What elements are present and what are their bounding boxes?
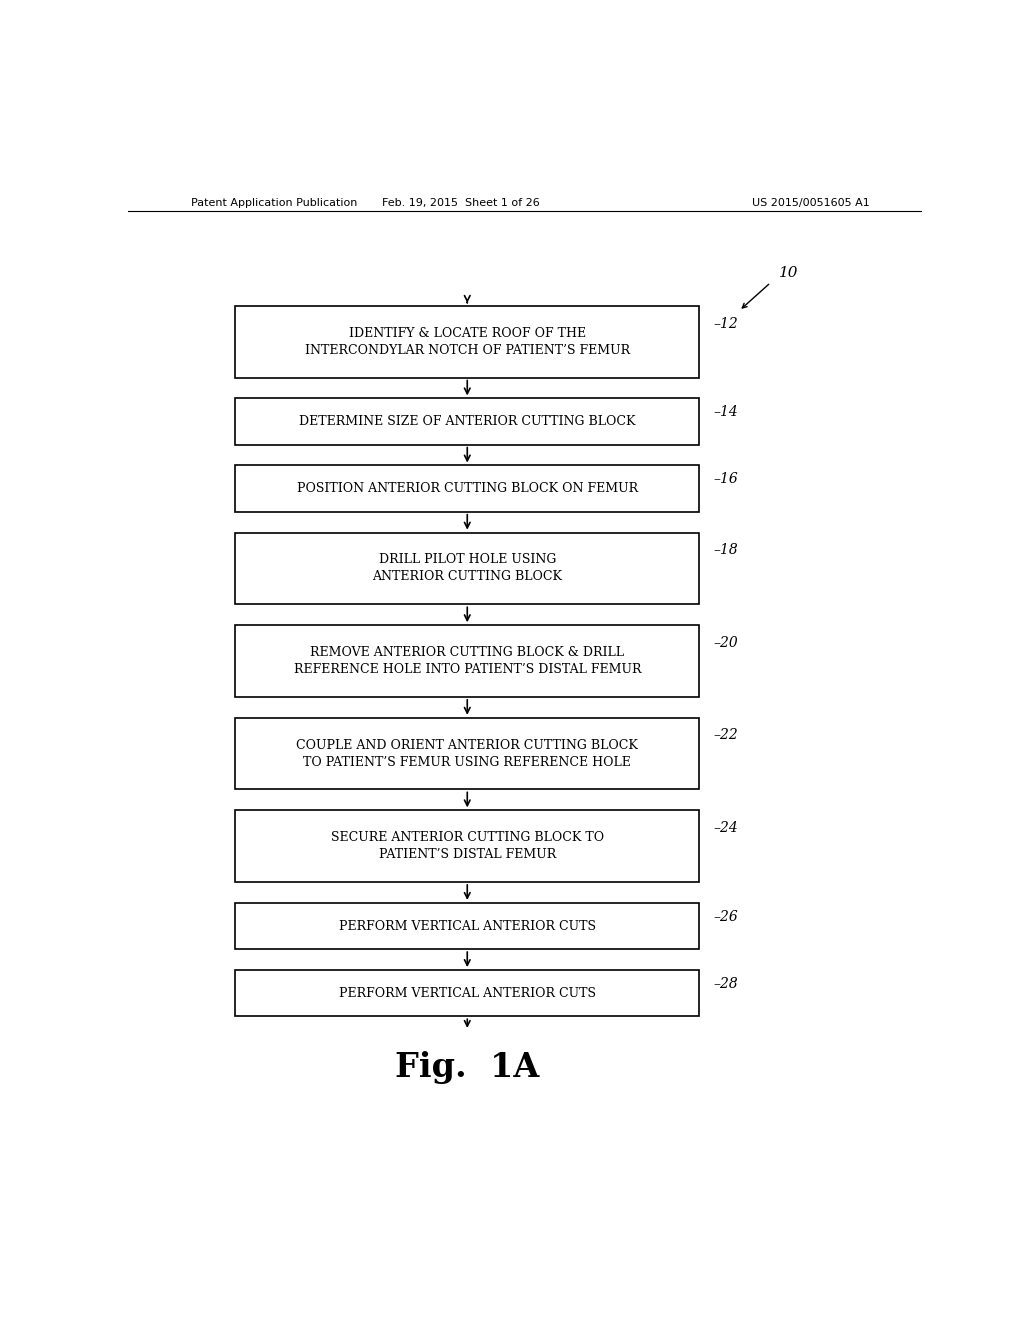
Text: –18: –18 bbox=[714, 544, 738, 557]
Bar bbox=[236, 626, 699, 697]
Text: US 2015/0051605 A1: US 2015/0051605 A1 bbox=[753, 198, 870, 207]
Text: IDENTIFY & LOCATE ROOF OF THE
INTERCONDYLAR NOTCH OF PATIENT’S FEMUR: IDENTIFY & LOCATE ROOF OF THE INTERCONDY… bbox=[305, 326, 630, 356]
Text: Patent Application Publication: Patent Application Publication bbox=[191, 198, 357, 207]
Bar bbox=[236, 306, 699, 378]
Text: DETERMINE SIZE OF ANTERIOR CUTTING BLOCK: DETERMINE SIZE OF ANTERIOR CUTTING BLOCK bbox=[299, 414, 636, 428]
Text: –22: –22 bbox=[714, 729, 738, 742]
Text: SECURE ANTERIOR CUTTING BLOCK TO
PATIENT’S DISTAL FEMUR: SECURE ANTERIOR CUTTING BLOCK TO PATIENT… bbox=[331, 832, 604, 861]
Text: REMOVE ANTERIOR CUTTING BLOCK & DRILL
REFERENCE HOLE INTO PATIENT’S DISTAL FEMUR: REMOVE ANTERIOR CUTTING BLOCK & DRILL RE… bbox=[294, 645, 641, 676]
Bar bbox=[236, 903, 699, 949]
Text: –16: –16 bbox=[714, 473, 738, 486]
Text: DRILL PILOT HOLE USING
ANTERIOR CUTTING BLOCK: DRILL PILOT HOLE USING ANTERIOR CUTTING … bbox=[373, 553, 562, 583]
Text: Fig.  1A: Fig. 1A bbox=[395, 1051, 540, 1084]
Text: –14: –14 bbox=[714, 405, 738, 420]
Text: –24: –24 bbox=[714, 821, 738, 836]
Text: COUPLE AND ORIENT ANTERIOR CUTTING BLOCK
TO PATIENT’S FEMUR USING REFERENCE HOLE: COUPLE AND ORIENT ANTERIOR CUTTING BLOCK… bbox=[296, 739, 638, 768]
Bar bbox=[236, 399, 699, 445]
Text: –26: –26 bbox=[714, 909, 738, 924]
Text: 10: 10 bbox=[779, 267, 799, 280]
Text: –20: –20 bbox=[714, 636, 738, 649]
Text: Feb. 19, 2015  Sheet 1 of 26: Feb. 19, 2015 Sheet 1 of 26 bbox=[382, 198, 541, 207]
Text: –12: –12 bbox=[714, 317, 738, 330]
Text: PERFORM VERTICAL ANTERIOR CUTS: PERFORM VERTICAL ANTERIOR CUTS bbox=[339, 986, 596, 999]
Text: POSITION ANTERIOR CUTTING BLOCK ON FEMUR: POSITION ANTERIOR CUTTING BLOCK ON FEMUR bbox=[297, 482, 638, 495]
Text: –28: –28 bbox=[714, 977, 738, 991]
Bar bbox=[236, 718, 699, 789]
Bar bbox=[236, 970, 699, 1016]
Bar bbox=[236, 532, 699, 605]
Bar bbox=[236, 466, 699, 512]
Text: PERFORM VERTICAL ANTERIOR CUTS: PERFORM VERTICAL ANTERIOR CUTS bbox=[339, 920, 596, 932]
Bar bbox=[236, 810, 699, 882]
